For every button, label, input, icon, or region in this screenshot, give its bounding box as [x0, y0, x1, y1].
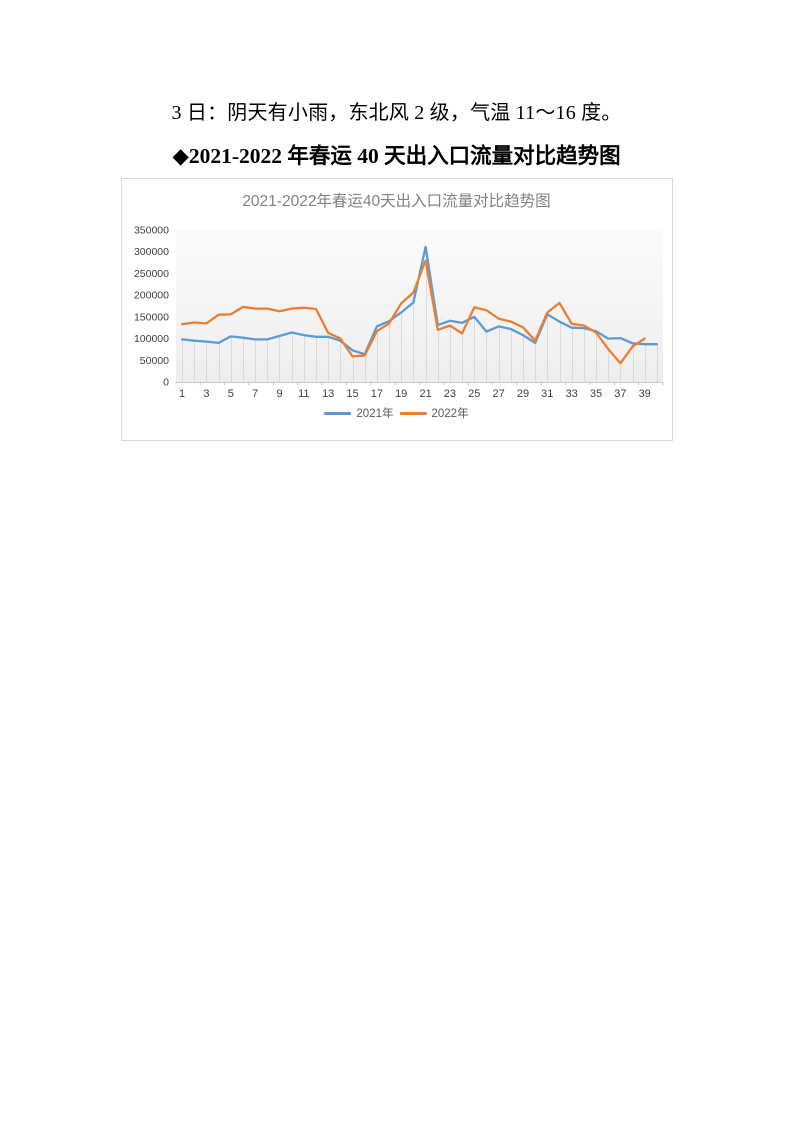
- legend-line-2022-icon: [399, 411, 427, 415]
- svg-text:350000: 350000: [133, 225, 168, 237]
- svg-text:27: 27: [492, 388, 504, 400]
- drop-lines: [181, 260, 658, 382]
- weather-text: 3 日：阴天有小雨，东北风 2 级，气温 11～16 度。: [171, 102, 622, 124]
- svg-text:25: 25: [468, 388, 480, 400]
- svg-text:1: 1: [179, 388, 185, 400]
- svg-text:13: 13: [322, 388, 334, 400]
- svg-text:33: 33: [565, 388, 577, 400]
- series-line-2022: [180, 259, 646, 365]
- legend-line-2021-icon: [324, 411, 352, 415]
- svg-text:19: 19: [395, 388, 407, 400]
- chart-plot-area: 0 50000 100000 150000 200000 250000 300000 3500…: [133, 225, 663, 400]
- svg-text:11: 11: [298, 388, 309, 400]
- chart-legend: 2021年 2022年: [122, 404, 672, 422]
- svg-text:150000: 150000: [133, 311, 168, 323]
- legend-label-2021: 2021年: [356, 408, 394, 420]
- svg-text:5: 5: [227, 388, 233, 400]
- svg-text:50000: 50000: [139, 355, 168, 367]
- legend-label-2022: 2022年: [431, 408, 469, 420]
- svg-text:21: 21: [419, 388, 431, 400]
- svg-text:23: 23: [443, 388, 455, 400]
- svg-text:17: 17: [370, 388, 382, 400]
- svg-text:9: 9: [276, 388, 282, 400]
- svg-text:7: 7: [252, 388, 258, 400]
- svg-text:3: 3: [203, 388, 209, 400]
- x-axis-labels: 1 3 5 7 9 11 13 15 17 19 21 23 25 27 29 31 33 35 37 39: [179, 388, 651, 400]
- svg-text:300000: 300000: [133, 246, 168, 258]
- x-axis: [175, 382, 663, 385]
- svg-text:0: 0: [163, 377, 169, 389]
- svg-text:39: 39: [638, 388, 650, 400]
- plot-background: [175, 230, 663, 382]
- flow-comparison-chart: 2021-2022年春运40天出入口流量对比趋势图 0 50000 100000 15…: [120, 178, 673, 441]
- legend-item-2022: 2022年: [399, 405, 469, 421]
- section-heading: ◆2021-2022 年春运 40 天出入口流量对比趋势图: [172, 144, 621, 168]
- svg-text:200000: 200000: [133, 290, 168, 302]
- chart-title: 2021-2022年春运40天出入口流量对比趋势图: [242, 193, 551, 210]
- svg-text:250000: 250000: [133, 268, 168, 280]
- legend-item-2021: 2021年: [324, 405, 394, 421]
- svg-text:100000: 100000: [133, 333, 168, 345]
- svg-text:37: 37: [614, 388, 626, 400]
- svg-text:29: 29: [516, 388, 528, 400]
- y-axis-labels: 0 50000 100000 150000 200000 250000 300000 3500…: [133, 225, 168, 389]
- svg-text:35: 35: [589, 388, 601, 400]
- svg-text:15: 15: [346, 388, 358, 400]
- svg-text:31: 31: [541, 388, 553, 400]
